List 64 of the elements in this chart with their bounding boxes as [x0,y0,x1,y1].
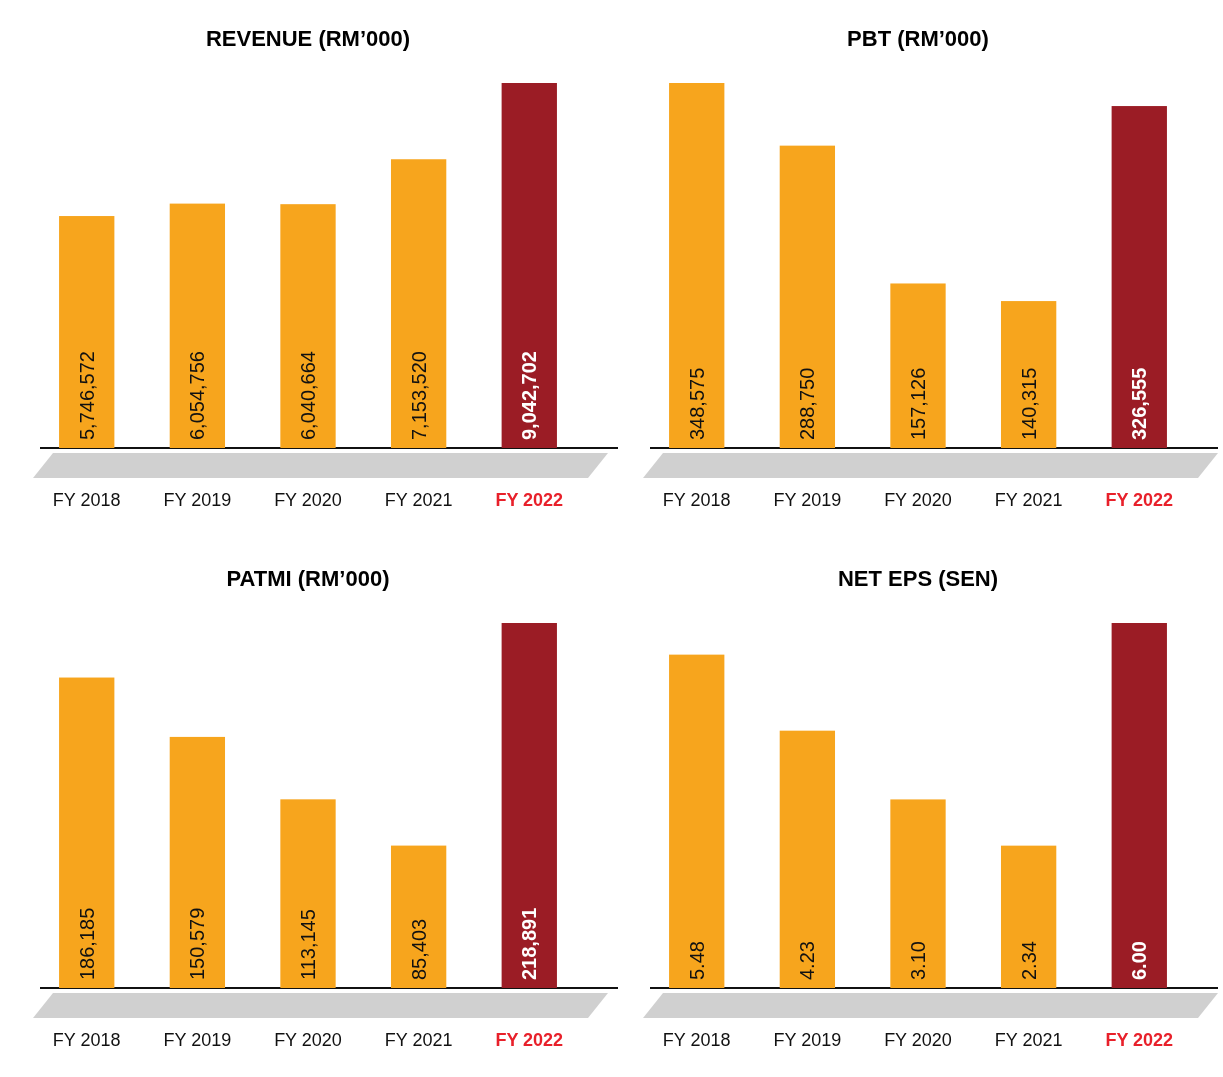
data-label: 6,054,756 [186,351,209,440]
data-label: 5.48 [685,941,708,980]
data-label: 3.10 [907,941,929,980]
x-tick-label: FY 2020 [274,1030,342,1050]
bar [890,283,946,448]
data-label: 326,555 [1128,367,1151,440]
bar [1000,301,1057,448]
data-label: 9,042,702 [518,351,541,440]
bar [280,204,336,448]
bar [1111,106,1167,448]
bar [779,145,836,448]
bar [169,736,226,988]
bar [779,730,836,988]
x-tick-label: FY 2019 [163,490,232,510]
x-tick-label: FY 2019 [773,490,842,510]
x-tick-label: FY 2021 [994,1030,1063,1050]
data-label: 113,145 [297,909,319,980]
x-tick-label: FY 2022 [1105,1030,1174,1050]
data-label: 2.34 [1017,941,1040,980]
data-label: 6.00 [1128,941,1151,980]
x-tick-label: FY 2022 [495,490,564,510]
bar [1111,623,1167,988]
bar [59,216,115,448]
bar [1000,845,1057,988]
bar [890,799,946,988]
data-label: 6,040,664 [297,351,319,440]
data-label: 218,891 [518,907,541,980]
x-tick-label: FY 2020 [884,1030,952,1050]
x-tick-label: FY 2018 [662,1030,731,1050]
data-label: 348,575 [685,367,708,440]
chart-title: REVENUE (RM’000) [205,26,411,51]
bar [280,799,336,988]
bar [59,677,115,988]
data-label: 288,750 [796,367,819,440]
x-tick-label: FY 2018 [662,490,731,510]
data-label: 140,315 [1017,367,1040,440]
bar [390,159,447,448]
bar [169,203,226,448]
x-tick-label: FY 2022 [1105,490,1174,510]
chart-title: PATMI (RM’000) [226,566,390,591]
x-tick-label: FY 2019 [773,1030,842,1050]
x-tick-label: FY 2021 [384,490,453,510]
x-tick-label: FY 2022 [495,1030,564,1050]
x-tick-label: FY 2018 [52,1030,121,1050]
bar [501,623,557,988]
x-tick-label: FY 2021 [384,1030,453,1050]
chart-title: NET EPS (SEN) [837,566,999,591]
bar [669,83,725,448]
x-tick-label: FY 2020 [274,490,342,510]
data-label: 150,579 [186,907,209,980]
x-tick-label: FY 2018 [52,490,121,510]
data-label: 85,403 [407,918,430,980]
bar [390,845,447,988]
data-label: 157,126 [907,367,929,440]
x-tick-label: FY 2021 [994,490,1063,510]
data-label: 186,185 [75,907,98,980]
bar [669,654,725,988]
x-tick-label: FY 2020 [884,490,952,510]
data-label: 4.23 [796,941,819,980]
data-label: 7,153,520 [407,351,430,440]
x-tick-label: FY 2019 [163,1030,232,1050]
bar [501,83,557,448]
chart-title: PBT (RM’000) [847,26,989,51]
data-label: 5,746,572 [75,351,98,440]
